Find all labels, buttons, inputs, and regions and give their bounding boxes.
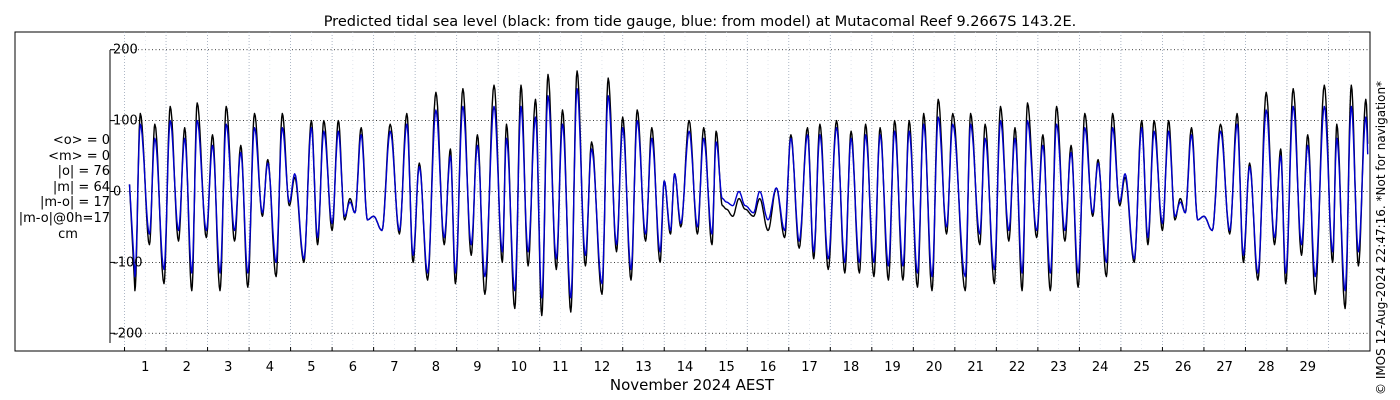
x-tick-label: 26 [1175, 360, 1192, 375]
x-tick-label: 27 [1216, 360, 1233, 375]
x-tick-label: 21 [967, 360, 984, 375]
x-tick-label: 1 [141, 360, 149, 375]
x-tick-label: 20 [926, 360, 943, 375]
y-tick-label: 200 [113, 43, 138, 58]
y-tick-label: -200 [113, 326, 143, 341]
y-tick-label: 100 [113, 114, 138, 129]
x-axis-label: November 2024 AEST [610, 376, 775, 394]
x-tick-label: 12 [594, 360, 611, 375]
x-tick-label: 15 [718, 360, 735, 375]
stat-abs-diff: |m-o| = 17 [39, 195, 110, 211]
x-tick-label: 2 [183, 360, 191, 375]
x-tick-label: 8 [432, 360, 440, 375]
x-tick-label: 6 [349, 360, 357, 375]
x-tick-label: 3 [224, 360, 232, 375]
x-tick-label: 5 [307, 360, 315, 375]
x-tick-label: 10 [511, 360, 528, 375]
stat-mean-model: <m> = 0 [48, 148, 110, 164]
y-tick-label: 0 [113, 185, 121, 200]
x-tick-label: 13 [635, 360, 652, 375]
x-tick-labels: 1 2 3 4 5 6 7 8 9 10 11 12 13 14 15 16 17 18 19 20 21 22 23 24 2… [141, 360, 1316, 375]
stat-abs-model: |m| = 64 [52, 179, 110, 195]
x-tick-label: 28 [1258, 360, 1275, 375]
x-tick-label: 14 [677, 360, 694, 375]
x-tick-label: 25 [1133, 360, 1150, 375]
x-tick-label: 16 [760, 360, 777, 375]
stats-panel: <o> = 0 <m> = 0 |o| = 76 |m| = 64 |m-o| … [6, 133, 110, 242]
x-tick-label: 23 [1050, 360, 1067, 375]
x-tick-label: 22 [1009, 360, 1026, 375]
x-tick-label: 11 [552, 360, 569, 375]
stat-abs-diff-0h: |m-o|@0h=17 [18, 210, 110, 226]
stat-abs-obs: |o| = 76 [57, 164, 110, 180]
y-tick-labels: 200 100 0 -100 -200 [113, 43, 143, 342]
x-tick-label: 29 [1299, 360, 1316, 375]
x-tick-label: 7 [390, 360, 398, 375]
x-tick-label: 19 [884, 360, 901, 375]
stat-unit: cm [58, 226, 78, 242]
x-tick-label: 9 [473, 360, 481, 375]
x-tick-label: 18 [843, 360, 860, 375]
series-lines [128, 70, 1369, 317]
x-tick-label: 17 [801, 360, 818, 375]
series-line-blue [128, 88, 1369, 299]
x-tick-label: 24 [1092, 360, 1109, 375]
copyright-credit: © IMOS 12-Aug-2024 22:47:16. *Not for na… [1374, 80, 1388, 395]
plot-frame [14, 31, 1371, 352]
axes [109, 49, 1370, 352]
y-tick-label: -100 [113, 255, 143, 270]
chart-title: Predicted tidal sea level (black: from t… [324, 14, 1077, 30]
stat-mean-obs: <o> = 0 [52, 133, 110, 148]
x-tick-label: 4 [266, 360, 274, 375]
